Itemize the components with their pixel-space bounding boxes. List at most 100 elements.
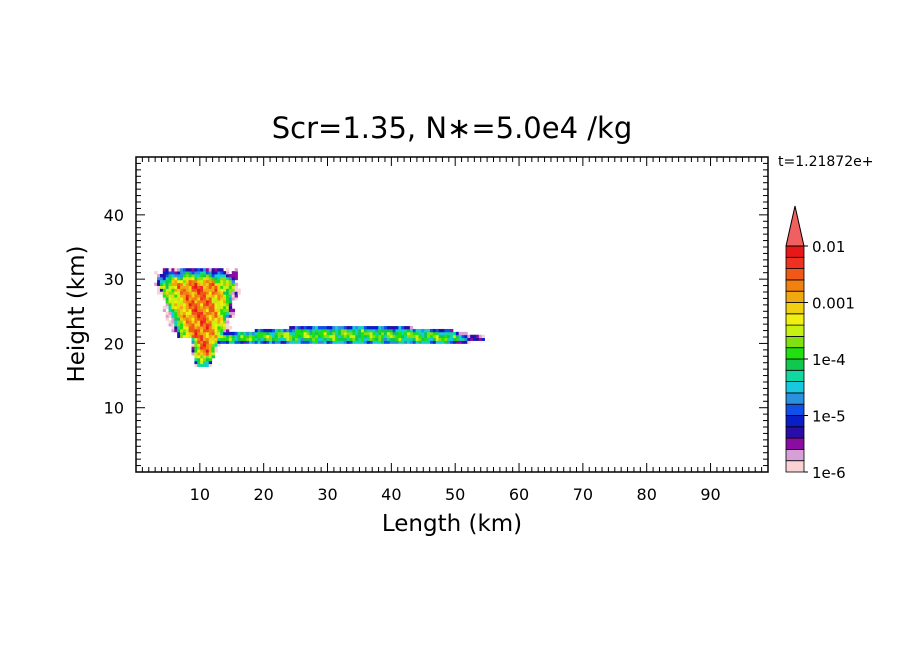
- field-cell: [211, 349, 215, 353]
- field-cell: [197, 279, 201, 284]
- field-cell: [188, 317, 192, 321]
- field-cell: [260, 334, 264, 339]
- field-cell: [208, 355, 213, 359]
- field-cell: [384, 334, 388, 339]
- field-cell: [174, 323, 178, 327]
- field-cell: [358, 340, 362, 344]
- field-cell: [208, 300, 213, 304]
- field-cell: [182, 320, 187, 324]
- field-cell: [289, 326, 293, 330]
- field-cell: [263, 328, 267, 333]
- field-cell: [220, 317, 224, 321]
- field-cell: [168, 282, 172, 286]
- field-cell: [168, 314, 172, 318]
- field-cell: [182, 314, 187, 318]
- field-cell: [429, 334, 434, 339]
- field-cell: [315, 340, 319, 344]
- field-cell: [217, 294, 221, 298]
- field-cell: [349, 331, 353, 336]
- field-cell: [188, 331, 192, 336]
- field-cell: [386, 334, 391, 339]
- field-cell: [231, 308, 236, 312]
- field-cell: [292, 326, 296, 330]
- field-cell: [248, 334, 253, 339]
- field-cell: [223, 326, 227, 330]
- field-cell: [177, 291, 181, 295]
- field-cell: [266, 328, 270, 333]
- field-cell: [171, 300, 175, 304]
- field-cell: [188, 311, 192, 315]
- field-cell: [185, 285, 190, 289]
- field-cell: [386, 340, 391, 344]
- field-cell: [180, 334, 184, 339]
- field-cell: [378, 340, 382, 344]
- field-cell: [214, 334, 218, 339]
- field-cell: [317, 328, 322, 333]
- field-cell: [203, 352, 207, 356]
- field-cell: [205, 328, 210, 333]
- field-cell: [211, 279, 215, 284]
- field-cell: [191, 268, 195, 272]
- field-cell: [194, 334, 198, 339]
- field-cell: [332, 328, 336, 333]
- field-cell: [441, 331, 445, 336]
- field-cell: [180, 331, 184, 336]
- field-cell: [165, 302, 169, 307]
- field-cell: [165, 314, 169, 318]
- field-cell: [194, 317, 198, 321]
- field-cell: [171, 294, 175, 298]
- x-tick-label: 60: [509, 485, 529, 504]
- field-cell: [297, 340, 302, 344]
- field-cell: [185, 314, 190, 318]
- field-cell: [406, 326, 411, 330]
- field-cell: [406, 334, 411, 339]
- field-cell: [361, 337, 365, 341]
- field-cell: [303, 326, 307, 330]
- field-cell: [174, 320, 178, 324]
- field-cell: [349, 326, 353, 330]
- field-cell: [185, 334, 190, 339]
- field-cell: [438, 337, 442, 341]
- field-cell: [214, 311, 218, 315]
- field-cell: [200, 360, 204, 365]
- field-cell: [228, 300, 233, 304]
- field-cell: [338, 326, 342, 330]
- field-cell: [441, 337, 445, 341]
- field-cell: [447, 337, 451, 341]
- field-cell: [191, 291, 195, 295]
- field-cell: [401, 331, 405, 336]
- field-cell: [177, 268, 181, 272]
- field-cell: [208, 340, 213, 344]
- field-cell: [214, 291, 218, 295]
- field-cell: [205, 274, 210, 278]
- field-cell: [180, 311, 184, 315]
- field-cell: [289, 334, 293, 339]
- field-cell: [205, 305, 210, 310]
- field-cell: [217, 340, 221, 344]
- field-cell: [214, 294, 218, 298]
- field-cell: [421, 328, 425, 333]
- field-cell: [180, 305, 184, 310]
- field-cell: [415, 337, 419, 341]
- field-cell: [223, 331, 227, 336]
- field-cell: [335, 334, 339, 339]
- field-cell: [228, 282, 233, 286]
- field-cell: [332, 337, 336, 341]
- field-cell: [309, 337, 313, 341]
- field-cell: [191, 271, 195, 275]
- field-cell: [211, 276, 215, 281]
- field-cell: [286, 331, 290, 336]
- field-cell: [234, 282, 238, 286]
- field-cell: [384, 340, 388, 344]
- field-cell: [450, 337, 454, 341]
- field-cell: [363, 326, 368, 330]
- field-cell: [300, 328, 304, 333]
- field-cell: [203, 285, 207, 289]
- field-cell: [226, 297, 230, 301]
- field-cell: [243, 340, 247, 344]
- field-cell: [226, 268, 230, 272]
- field-cell: [369, 340, 373, 344]
- field-cell: [269, 334, 273, 339]
- field-cell: [200, 355, 204, 359]
- field-cell: [363, 328, 368, 333]
